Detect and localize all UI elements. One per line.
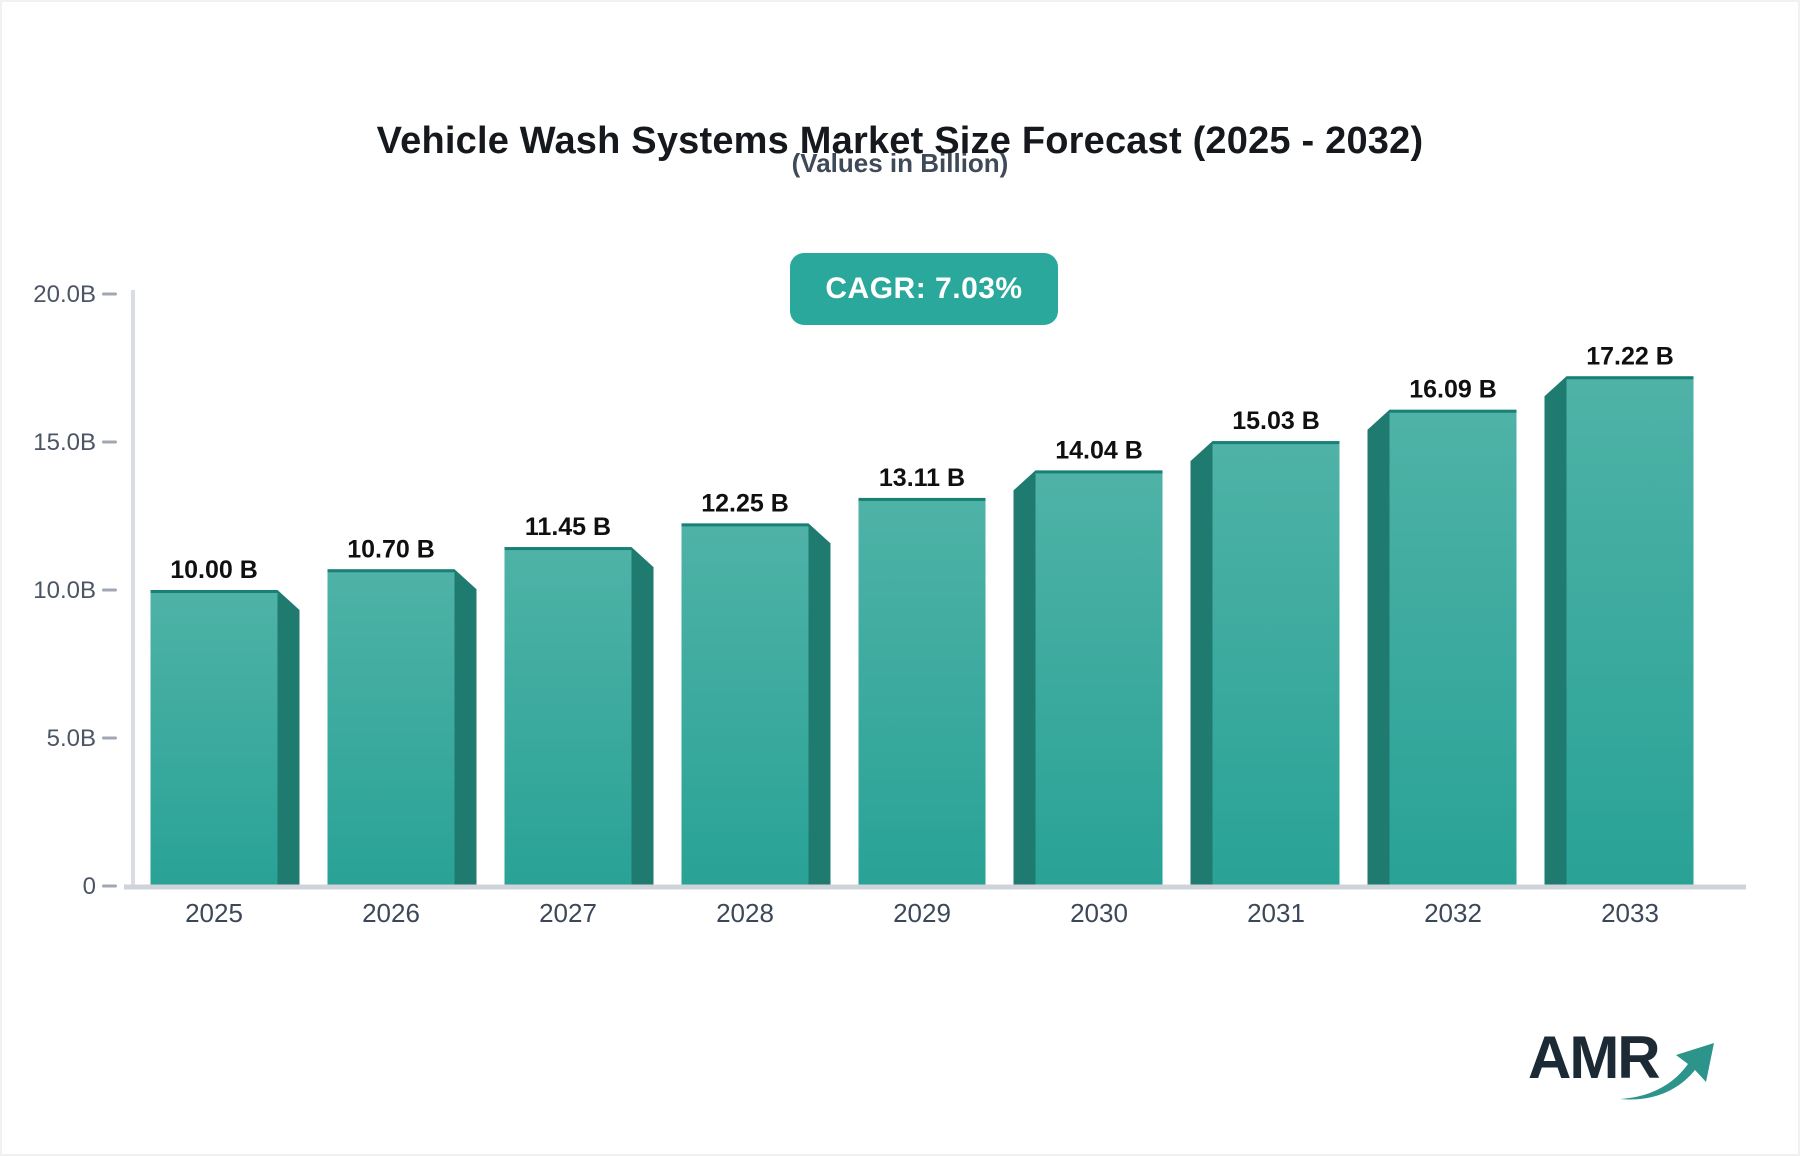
- x-label-2029: 2029: [893, 898, 951, 928]
- bar-top-edge-2031: [1212, 441, 1340, 445]
- bar-2027: [504, 547, 632, 886]
- x-label-2031: 2031: [1247, 898, 1305, 928]
- amr-logo: AMR: [1528, 1028, 1738, 1114]
- bar-top-edge-2028: [681, 523, 809, 527]
- bar-top-edge-2029: [858, 497, 986, 501]
- bar-side-2032: [1367, 409, 1390, 886]
- x-label-2027: 2027: [539, 898, 597, 928]
- bar-2033: [1566, 376, 1694, 886]
- x-label-2030: 2030: [1070, 898, 1128, 928]
- bar-side-2028: [808, 523, 831, 886]
- value-label-2030: 14.04 B: [1055, 436, 1143, 464]
- y-tick-10.0B: [102, 588, 117, 592]
- y-axis-line: [131, 290, 135, 886]
- y-tick-label-10.0B: 10.0B: [33, 577, 96, 604]
- value-label-2033: 17.22 B: [1586, 342, 1674, 370]
- growth-arrow-icon: [1620, 1043, 1714, 1100]
- y-tick-label-20.0B: 20.0B: [33, 281, 96, 308]
- bar-2026: [327, 569, 455, 886]
- bar-top-edge-2030: [1035, 470, 1163, 474]
- bar-top-edge-2032: [1389, 409, 1517, 413]
- y-tick-label-15.0B: 15.0B: [33, 429, 96, 456]
- value-label-2027: 11.45 B: [525, 513, 611, 541]
- value-label-2029: 13.11 B: [879, 464, 965, 492]
- bar-2031: [1212, 441, 1340, 886]
- value-label-2028: 12.25 B: [701, 489, 789, 517]
- value-label-2031: 15.03 B: [1232, 407, 1320, 435]
- x-label-2025: 2025: [185, 898, 243, 928]
- bar-2032: [1389, 409, 1517, 886]
- bar-side-2027: [631, 547, 654, 886]
- value-label-2025: 10.00 B: [170, 556, 258, 584]
- x-label-2032: 2032: [1424, 898, 1482, 928]
- x-label-2026: 2026: [362, 898, 420, 928]
- x-label-2028: 2028: [716, 898, 774, 928]
- value-label-2026: 10.70 B: [347, 535, 435, 563]
- bar-top-edge-2033: [1566, 376, 1694, 380]
- y-tick-5.0B: [102, 736, 117, 740]
- y-tick-label-0: 0: [83, 873, 96, 900]
- bar-2030: [1035, 470, 1163, 886]
- bar-top-edge-2025: [150, 590, 278, 593]
- bar-side-2026: [454, 569, 477, 886]
- x-label-2033: 2033: [1601, 898, 1659, 928]
- amr-logo-text: AMR: [1528, 1024, 1661, 1091]
- bar-side-2033: [1544, 376, 1567, 886]
- bar-side-2030: [1013, 470, 1036, 886]
- bar-top-edge-2027: [504, 547, 632, 551]
- bar-2029: [858, 497, 986, 886]
- y-tick-label-5.0B: 5.0B: [47, 725, 96, 752]
- y-tick-0: [102, 884, 117, 888]
- cagr-badge: CAGR: 7.03%: [790, 253, 1058, 325]
- chart-subtitle: (Values in Billion): [791, 148, 1009, 178]
- bar-side-2025: [277, 590, 300, 886]
- value-label-2032: 16.09 B: [1409, 376, 1497, 404]
- x-axis-line: [124, 884, 1746, 890]
- bar-2025: [150, 590, 278, 886]
- y-tick-20.0B: [102, 292, 117, 296]
- chart-title: Vehicle Wash Systems Market Size Forecas…: [376, 120, 1424, 163]
- bar-top-edge-2026: [327, 569, 455, 573]
- y-tick-15.0B: [102, 440, 117, 444]
- bar-side-2031: [1190, 441, 1213, 886]
- bar-2028: [681, 523, 809, 886]
